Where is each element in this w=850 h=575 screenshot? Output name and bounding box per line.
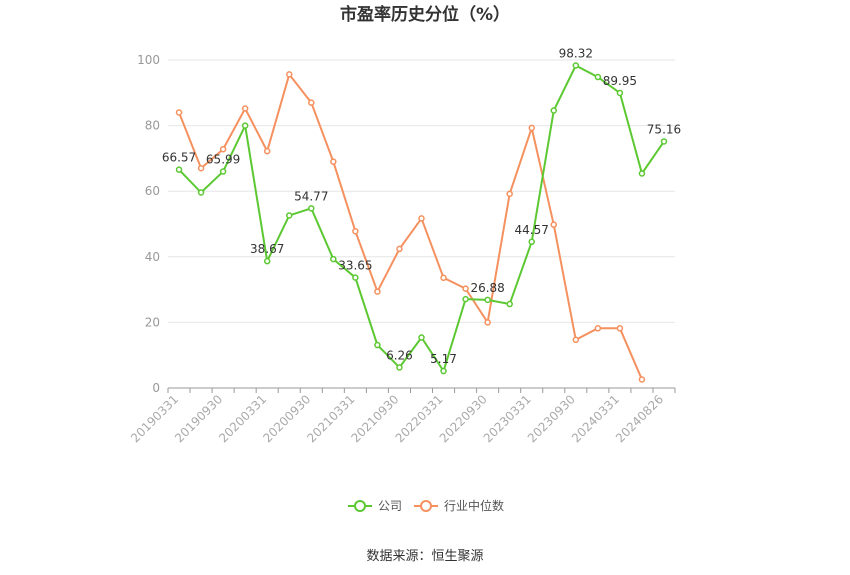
data-point[interactable] xyxy=(418,334,425,341)
y-tick-label: 0 xyxy=(152,381,160,395)
data-point[interactable] xyxy=(285,71,293,78)
data-label: 75.16 xyxy=(647,122,681,136)
data-point[interactable] xyxy=(241,122,249,129)
data-point[interactable] xyxy=(330,255,337,263)
data-point[interactable] xyxy=(352,274,359,281)
data-label: 33.65 xyxy=(338,259,372,273)
data-point[interactable] xyxy=(484,319,491,326)
data-label-layer: 66.57 65.99 38.67 54.77 33.65 6.26 5.17 26.88 44… xyxy=(162,47,681,367)
data-point[interactable] xyxy=(374,288,381,295)
data-point[interactable] xyxy=(330,158,337,165)
y-tick-label: 100 xyxy=(137,53,160,67)
data-label: 6.26 xyxy=(386,348,413,362)
data-label: 89.95 xyxy=(603,74,637,88)
data-point[interactable] xyxy=(528,124,535,132)
data-point[interactable] xyxy=(528,238,535,246)
y-tick-label: 80 xyxy=(145,119,160,133)
data-point[interactable] xyxy=(418,215,425,222)
legend-item-company[interactable]: 公司 xyxy=(348,499,402,513)
y-tick-label: 60 xyxy=(145,184,160,198)
x-tick-label: 20240826 xyxy=(613,392,666,445)
data-point[interactable] xyxy=(638,376,646,383)
chart-title: 市盈率历史分位（%） xyxy=(340,4,510,25)
data-point[interactable] xyxy=(219,145,227,153)
data-point[interactable] xyxy=(660,138,668,145)
grid-layer xyxy=(168,59,675,323)
data-label: 65.99 xyxy=(206,153,240,167)
series-line-1 xyxy=(178,72,643,380)
data-point[interactable] xyxy=(440,367,447,375)
data-point[interactable] xyxy=(175,166,183,173)
data-point[interactable] xyxy=(197,189,205,196)
data-point[interactable] xyxy=(616,89,624,97)
data-point[interactable] xyxy=(638,170,646,177)
legend-marker-industry-median xyxy=(420,500,432,512)
data-source: 数据来源：恒生聚源 xyxy=(366,549,483,564)
data-point[interactable] xyxy=(285,212,293,219)
data-point[interactable] xyxy=(462,295,469,303)
data-label: 26.88 xyxy=(470,281,504,295)
data-point[interactable] xyxy=(396,364,403,371)
data-point[interactable] xyxy=(550,221,558,228)
data-point[interactable] xyxy=(616,325,624,332)
series-layer xyxy=(175,62,668,383)
legend-marker-company xyxy=(354,500,366,512)
data-point[interactable] xyxy=(594,325,602,332)
data-point[interactable] xyxy=(352,227,359,235)
legend-label-company: 公司 xyxy=(378,499,402,513)
data-point[interactable] xyxy=(308,99,315,106)
legend[interactable]: 公司 行业中位数 xyxy=(348,498,504,513)
data-point[interactable] xyxy=(506,190,513,198)
data-point[interactable] xyxy=(263,147,271,155)
data-label: 98.32 xyxy=(559,47,593,61)
data-point[interactable] xyxy=(506,300,513,308)
data-point[interactable] xyxy=(308,205,315,212)
data-point[interactable] xyxy=(484,296,491,304)
data-label: 5.17 xyxy=(430,352,457,366)
data-point[interactable] xyxy=(241,105,249,112)
data-label: 38.67 xyxy=(250,242,284,256)
data-point[interactable] xyxy=(175,109,183,116)
y-tick-label: 40 xyxy=(145,250,160,264)
data-label: 44.57 xyxy=(515,223,549,237)
data-point[interactable] xyxy=(440,274,447,282)
data-point[interactable] xyxy=(374,341,381,349)
data-point[interactable] xyxy=(594,73,602,81)
data-point[interactable] xyxy=(197,164,205,172)
data-label: 54.77 xyxy=(294,189,328,203)
data-point[interactable] xyxy=(462,285,469,292)
y-tick-label: 20 xyxy=(145,315,160,329)
data-point[interactable] xyxy=(396,245,403,253)
data-point[interactable] xyxy=(263,257,271,265)
legend-label-industry-median: 行业中位数 xyxy=(444,498,504,513)
legend-item-industry-median[interactable]: 行业中位数 xyxy=(414,498,504,513)
data-label: 66.57 xyxy=(162,151,196,165)
data-point[interactable] xyxy=(219,168,227,175)
data-point[interactable] xyxy=(572,62,580,69)
data-point[interactable] xyxy=(550,107,558,114)
data-point[interactable] xyxy=(572,336,580,344)
